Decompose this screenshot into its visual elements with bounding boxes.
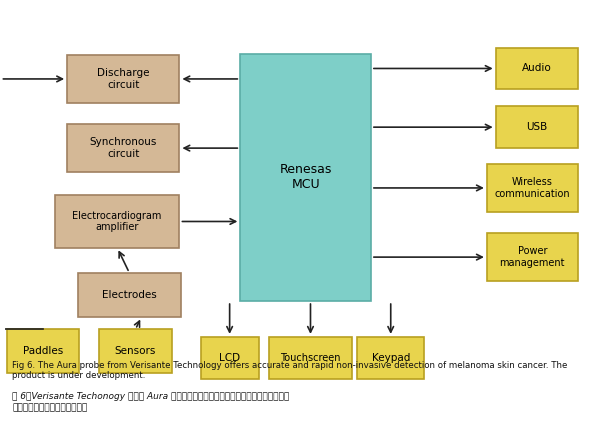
FancyBboxPatch shape <box>77 273 181 317</box>
FancyBboxPatch shape <box>67 124 179 172</box>
Text: Electrocardiogram
amplifier: Electrocardiogram amplifier <box>72 211 162 232</box>
FancyBboxPatch shape <box>495 48 578 89</box>
Text: Fig 6. The Aura probe from Verisante Technology offers accurate and rapid non-in: Fig 6. The Aura probe from Verisante Tec… <box>12 361 568 380</box>
FancyBboxPatch shape <box>270 337 352 379</box>
FancyBboxPatch shape <box>55 195 179 248</box>
FancyBboxPatch shape <box>99 330 172 373</box>
Text: Electrodes: Electrodes <box>102 290 157 300</box>
Text: Renesas
MCU: Renesas MCU <box>279 163 332 192</box>
Text: Wireless
communication: Wireless communication <box>494 177 570 199</box>
Text: Touchscreen: Touchscreen <box>280 353 341 363</box>
Text: Synchronous
circuit: Synchronous circuit <box>90 137 157 159</box>
FancyBboxPatch shape <box>487 164 578 212</box>
Text: Discharge
circuit: Discharge circuit <box>97 68 149 90</box>
FancyBboxPatch shape <box>7 330 79 373</box>
FancyBboxPatch shape <box>487 233 578 281</box>
FancyBboxPatch shape <box>201 337 258 379</box>
FancyBboxPatch shape <box>240 54 371 301</box>
FancyBboxPatch shape <box>357 337 424 379</box>
Text: USB: USB <box>526 122 547 132</box>
Text: Sensors: Sensors <box>115 346 156 357</box>
Text: Audio: Audio <box>522 63 551 73</box>
Text: LCD: LCD <box>219 353 240 363</box>
Text: Paddles: Paddles <box>23 346 63 357</box>
Text: 图 6：Verisante Techonogy 公司的 Aura 探测器可以用来精确快速且非侵入式地检测黑素瘤
皮肤癌。这种产品正在开发中。: 图 6：Verisante Techonogy 公司的 Aura 探测器可以用来… <box>12 392 290 412</box>
Text: Power
management: Power management <box>500 246 565 268</box>
FancyBboxPatch shape <box>67 55 179 103</box>
FancyBboxPatch shape <box>495 106 578 148</box>
Text: Keypad: Keypad <box>371 353 410 363</box>
